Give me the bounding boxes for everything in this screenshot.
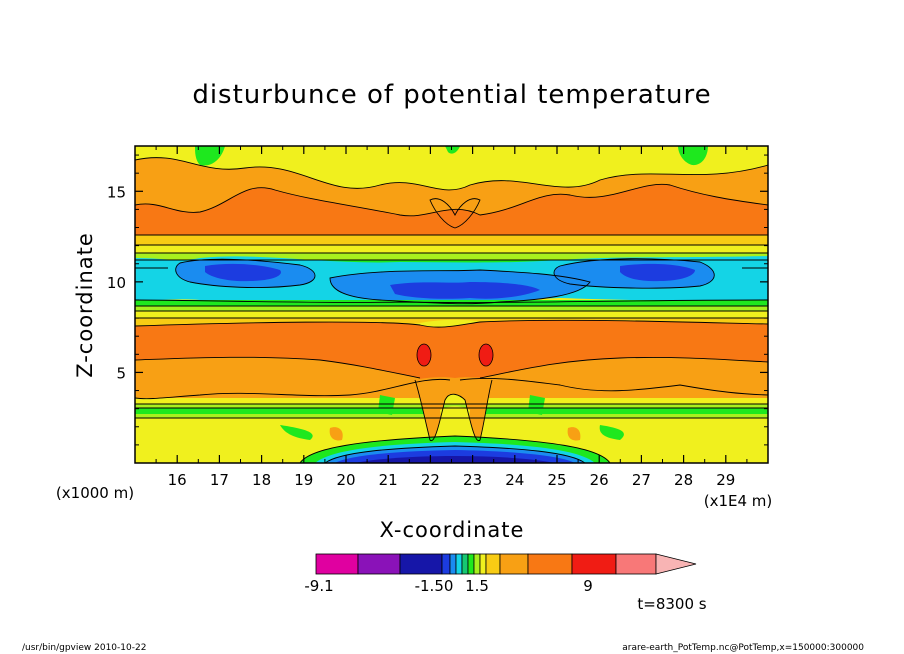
region-green-right-blob	[528, 395, 545, 415]
region-green-low-left	[280, 425, 313, 440]
region-green-left-blob	[378, 395, 395, 415]
region-blue-dark-left	[205, 263, 281, 282]
y-tick-label-10: 10	[107, 274, 126, 292]
y-axis-label: Z-coordinate	[73, 232, 97, 378]
region-orange-low-left	[329, 427, 343, 441]
x-unit-label: (x1E4 m)	[704, 492, 773, 510]
region-center-turbulence	[415, 377, 492, 441]
colorbar-label-0: -9.1	[304, 577, 333, 595]
axes: 16 17 18 19 20 21 22 23 24 25 26 27 28 29 5 10 15	[107, 146, 768, 489]
contour-lines	[135, 157, 768, 463]
colorbar-swatch-1	[357, 553, 401, 575]
heatmap-field	[135, 146, 768, 463]
x-tick-label-29: 29	[716, 471, 735, 489]
colorbar-swatch-7	[467, 553, 475, 575]
x-tick-label-16: 16	[168, 471, 187, 489]
colorbar: -9.1 -1.50 1.5 9	[304, 553, 697, 595]
x-tick-label-28: 28	[674, 471, 693, 489]
x-tick-label-23: 23	[463, 471, 482, 489]
footer-left: /usr/bin/gpview 2010-10-22	[22, 643, 146, 653]
region-bottom-navy	[355, 456, 555, 463]
region-center-yellow-core	[440, 406, 470, 440]
band-lime-1	[135, 253, 768, 260]
colorbar-swatch-11	[499, 553, 529, 575]
band-yellow-2	[135, 245, 768, 253]
colorbar-arrow	[655, 553, 697, 575]
colorbar-label-2: 1.5	[465, 577, 489, 595]
region-orange-low-right	[567, 427, 581, 441]
footer-right: arare-earth_PotTemp.nc@PotTemp,x=150000:…	[622, 643, 864, 653]
band-yellow-3	[135, 311, 768, 318]
colorbar-swatch-4	[449, 553, 457, 575]
x-axis-label: X-coordinate	[380, 518, 525, 542]
colorbar-swatch-13	[571, 553, 617, 575]
band-green-2	[135, 300, 768, 306]
region-blue-dark-right	[620, 263, 695, 282]
colorbar-swatch-14	[615, 553, 657, 575]
time-annotation: t=8300 s	[637, 595, 706, 613]
colorbar-label-1: -1.50	[415, 577, 454, 595]
colorbar-swatch-9	[479, 553, 487, 575]
colorbar-swatch-0	[315, 553, 359, 575]
y-tick-label-15: 15	[107, 183, 126, 201]
x-tick-label-19: 19	[294, 471, 313, 489]
region-middle-orange-right	[480, 357, 768, 400]
band-lime-low	[135, 404, 768, 408]
colorbar-swatch-8	[473, 553, 481, 575]
x-tick-label-25: 25	[547, 471, 566, 489]
colorbar-swatch-2	[399, 553, 443, 575]
chart-title: disturbunce of potential temperature	[192, 80, 711, 110]
region-top-green-mid	[445, 146, 460, 154]
region-red-right	[478, 343, 494, 367]
region-red-left	[416, 343, 432, 367]
band-yellow-1	[135, 235, 768, 245]
x-tick-label-18: 18	[252, 471, 271, 489]
x-tick-label-21: 21	[379, 471, 398, 489]
x-tick-label-26: 26	[590, 471, 609, 489]
region-blue-dark-center	[390, 282, 540, 299]
region-green-low-right	[599, 425, 624, 440]
colorbar-swatch-10	[485, 553, 501, 575]
x-tick-label-17: 17	[210, 471, 229, 489]
x-tick-label-24: 24	[505, 471, 524, 489]
y-tick-label-5: 5	[116, 364, 126, 382]
x-tick-label-22: 22	[421, 471, 440, 489]
x-tick-label-20: 20	[336, 471, 355, 489]
colorbar-swatch-5	[455, 553, 463, 575]
y-unit-label: (x1000 m)	[56, 484, 134, 502]
band-lime-2	[135, 306, 768, 311]
region-top-green-right	[678, 146, 708, 166]
region-middle-orange	[135, 357, 420, 400]
colorbar-swatch-3	[441, 553, 451, 575]
colorbar-swatch-6	[461, 553, 469, 575]
x-tick-label-27: 27	[632, 471, 651, 489]
colorbar-label-3: 9	[583, 577, 593, 595]
region-top-green-left	[195, 146, 225, 166]
colorbar-swatch-12	[527, 553, 573, 575]
